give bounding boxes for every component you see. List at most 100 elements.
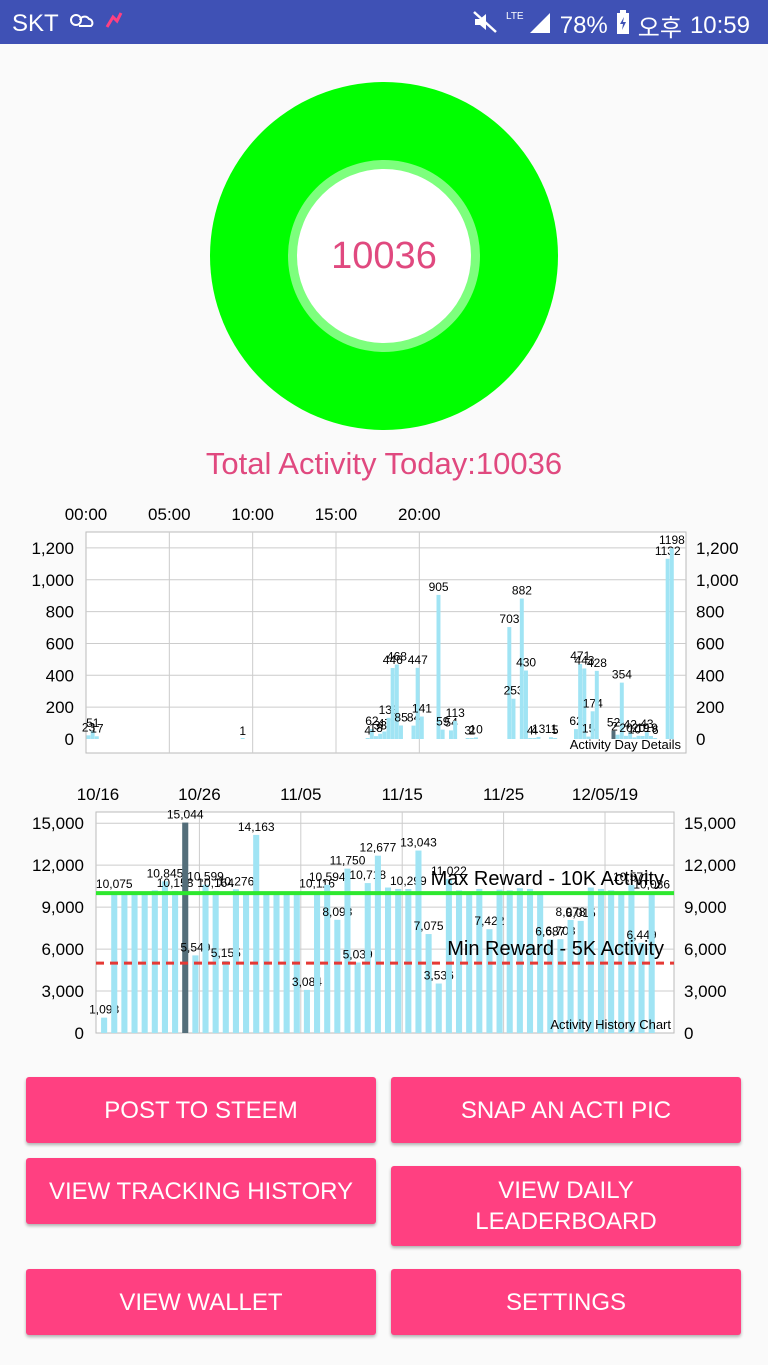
day-y-tick-right: 200 — [696, 698, 724, 717]
day-bar-label: 174 — [583, 696, 603, 710]
history-bar — [222, 960, 229, 1033]
day-y-tick-left: 0 — [65, 730, 74, 749]
history-bar — [537, 892, 544, 1033]
day-bar — [419, 716, 424, 739]
history-bar-label: 13,043 — [400, 836, 437, 850]
history-bar-label: 10,845 — [147, 866, 184, 880]
history-bar — [324, 884, 331, 1033]
history-bar — [172, 890, 179, 1033]
history-bar-label: 10,599 — [187, 870, 224, 884]
day-bar — [665, 558, 670, 739]
day-bar-label: 141 — [412, 702, 432, 716]
history-y-tick-right: 9,000 — [684, 898, 727, 917]
history-x-tick: 10/16 — [77, 785, 120, 804]
day-bar-label: 18 — [369, 721, 383, 735]
day-y-tick-left: 600 — [46, 634, 74, 653]
history-x-tick: 11/15 — [382, 785, 423, 804]
day-bar — [611, 730, 616, 739]
day-bar-label: 33 — [374, 719, 388, 733]
day-bar — [632, 737, 637, 739]
day-bar — [411, 725, 416, 739]
history-y-tick-left: 3,000 — [41, 982, 84, 1001]
day-bar-label: 51 — [86, 716, 100, 730]
day-bar-label: 13 — [532, 722, 546, 736]
day-bar — [465, 738, 470, 739]
activity-app-icon — [103, 9, 125, 38]
history-bar — [476, 888, 483, 1033]
day-bar-label: 3 — [464, 724, 471, 738]
history-bar — [628, 885, 635, 1033]
day-bar — [94, 736, 99, 739]
day-bar — [653, 738, 658, 739]
day-bar-label: 43 — [640, 717, 654, 731]
day-bar-label: 703 — [499, 612, 519, 626]
history-bar — [243, 892, 250, 1033]
view-wallet-button[interactable]: VIEW WALLET — [26, 1269, 376, 1335]
ring-value: 10036 — [331, 234, 437, 277]
view-tracking-history-button[interactable]: VIEW TRACKING HISTORY — [26, 1158, 376, 1224]
post-to-steem-button[interactable]: POST TO STEEM — [26, 1077, 376, 1143]
history-bar — [587, 887, 594, 1033]
history-bar — [455, 890, 463, 1033]
day-bar — [374, 736, 378, 739]
history-x-tick: 11/05 — [280, 785, 321, 804]
day-bar — [549, 737, 553, 739]
day-bar — [440, 729, 445, 739]
history-bar — [374, 855, 381, 1033]
day-bar — [524, 670, 528, 739]
svg-text:LTE: LTE — [506, 11, 524, 22]
weather-icon — [67, 8, 95, 39]
history-bar — [364, 883, 371, 1033]
day-bar — [90, 730, 95, 739]
history-y-tick-left: 6,000 — [41, 940, 84, 959]
day-bar-label: 4 — [527, 723, 534, 737]
day-y-tick-left: 1,200 — [31, 539, 74, 558]
history-bar — [547, 939, 554, 1033]
day-bar — [669, 548, 674, 739]
day-bar-label: 428 — [587, 656, 607, 670]
history-bar — [161, 881, 168, 1033]
history-bar — [638, 942, 645, 1033]
history-bar — [192, 955, 199, 1033]
settings-button[interactable]: SETTINGS — [391, 1269, 741, 1335]
history-bar — [334, 919, 341, 1033]
day-bar — [507, 627, 512, 739]
day-bar — [624, 735, 628, 739]
day-bar — [511, 698, 516, 739]
day-bar-label: 20 — [619, 721, 633, 735]
day-bar — [378, 733, 383, 739]
day-y-tick-right: 800 — [696, 603, 724, 622]
day-bar-label: 430 — [516, 656, 536, 670]
day-bar — [365, 738, 370, 739]
history-bar-label: 11,022 — [431, 864, 467, 878]
history-chart: 10/16 10/26 11/05 11/15 11/25 12/05/19 0 0 3,000… — [32, 785, 736, 1042]
day-bar-label: 19 — [644, 721, 658, 735]
day-bar-label: 20 — [632, 721, 646, 735]
history-bar-label: 12,677 — [360, 841, 397, 855]
day-bar-label: 471 — [570, 649, 590, 663]
leaderboard-label-line1: VIEW DAILY — [498, 1177, 634, 1204]
history-y-tick-left: 12,000 — [32, 856, 84, 875]
day-bar — [574, 729, 578, 739]
day-y-tick-right: 600 — [696, 634, 724, 653]
view-daily-leaderboard-button[interactable]: VIEW DAILY LEADERBOARD — [391, 1166, 741, 1246]
leaderboard-label-line2: LEADERBOARD — [475, 1208, 657, 1235]
snap-acti-pic-button[interactable]: SNAP AN ACTI PIC — [391, 1077, 741, 1143]
history-bar — [131, 891, 138, 1033]
day-bar-label: 1132 — [655, 544, 681, 558]
day-bar-label: 253 — [504, 684, 524, 698]
day-bar-label: 1 — [239, 724, 246, 738]
history-bar — [415, 850, 422, 1033]
history-bar — [425, 934, 432, 1033]
day-y-tick-right: 400 — [696, 666, 724, 685]
history-bar-label: 8,078 — [556, 905, 586, 919]
battery-icon — [616, 10, 630, 41]
history-bar — [101, 1017, 108, 1033]
day-bar — [594, 670, 599, 739]
history-bar — [597, 888, 605, 1033]
day-bar — [640, 735, 645, 739]
day-bar-label: 85 — [394, 710, 408, 724]
history-y-tick-right: 3,000 — [684, 982, 727, 1001]
day-bar-label: 5 — [552, 723, 559, 737]
history-y-tick-right: 0 — [684, 1024, 693, 1042]
